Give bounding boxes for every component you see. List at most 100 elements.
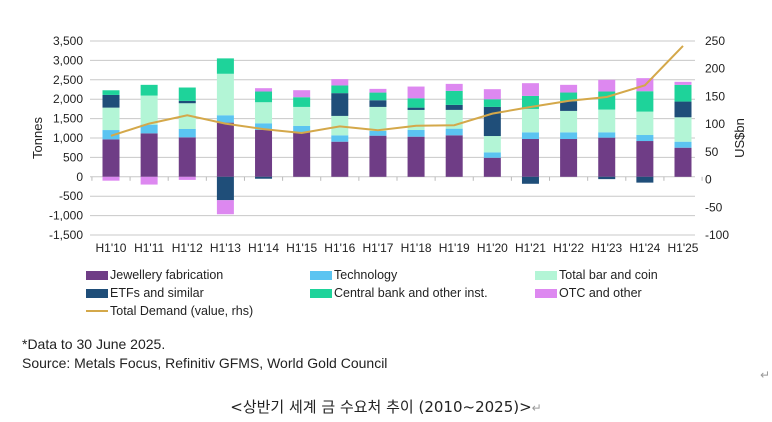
bar-segment <box>483 157 501 177</box>
bar-segment <box>178 137 196 177</box>
bar-segment <box>560 139 578 177</box>
bar-segment <box>293 125 311 133</box>
y-tick-label: 0 <box>76 170 83 184</box>
legend-label: OTC and other <box>559 286 642 300</box>
y-axis-label: Tonnes <box>30 117 45 159</box>
bar-segment <box>293 90 311 98</box>
bar-segment <box>521 176 539 184</box>
x-tick-label: H1'11 <box>134 241 164 255</box>
bar-segment <box>369 92 387 101</box>
legend-swatch <box>535 288 557 298</box>
legend-label: Total Demand (value, rhs) <box>110 304 254 318</box>
y-right-tick-label: 0 <box>705 173 712 187</box>
stacked-bar-chart: 3,5003,0002,5002,0001,5001,0005000-500-1… <box>30 34 747 255</box>
bar-segment <box>674 141 692 148</box>
y-right-axis-label: US$bn <box>732 118 747 158</box>
bar-segment <box>674 117 692 142</box>
bar-segment <box>445 128 463 136</box>
bar-segment <box>560 132 578 140</box>
bar-segment <box>636 91 654 112</box>
bar-segment <box>216 58 234 74</box>
bar-segment <box>293 97 311 107</box>
y-tick-label: 1,000 <box>53 131 83 145</box>
bar-segment <box>369 135 387 177</box>
bar-segment <box>560 101 578 111</box>
caption-text: <상반기 세계 금 수요처 추이 (2010~2025)> <box>230 398 532 416</box>
bar-segment <box>407 130 425 137</box>
bar-segment <box>369 130 387 136</box>
bar-segment <box>216 122 234 177</box>
y-right-tick-label: -100 <box>705 228 729 242</box>
bar-segment <box>178 87 196 101</box>
y-right-tick-label: 100 <box>705 117 725 131</box>
bar-segment <box>445 135 463 177</box>
bar-segment <box>369 88 387 93</box>
legend-swatch <box>86 270 108 280</box>
y-tick-label: -1,500 <box>49 228 83 242</box>
bar-segment <box>255 102 273 124</box>
y-right-tick-label: 150 <box>705 89 725 103</box>
x-tick-label: H1'23 <box>591 241 622 255</box>
legend-etfs: ETFs and similar <box>86 286 204 300</box>
bar-segment <box>521 139 539 177</box>
x-tick-label: H1'14 <box>248 241 279 255</box>
bar-segment <box>255 129 273 177</box>
x-tick-label: H1'15 <box>286 241 317 255</box>
bar-segment <box>216 115 234 123</box>
bar-segment <box>521 132 539 140</box>
bar-segment <box>483 99 501 107</box>
legend-bar-coin: Total bar and coin <box>535 268 658 282</box>
bar-segment <box>598 176 616 180</box>
bar-segment <box>140 95 158 125</box>
legend-swatch <box>86 288 108 298</box>
bar-segment <box>407 136 425 177</box>
x-tick-label: H1'19 <box>439 241 470 255</box>
bar-segment <box>140 124 158 134</box>
bar-segment <box>140 133 158 177</box>
x-tick-label: H1'13 <box>210 241 241 255</box>
x-tick-label: H1'16 <box>324 241 355 255</box>
x-tick-label: H1'25 <box>668 241 699 255</box>
bar-segment <box>216 176 234 201</box>
bar-segment <box>369 106 387 131</box>
bar-segment <box>293 106 311 126</box>
legend-swatch <box>310 270 332 280</box>
bar-segment <box>140 84 158 96</box>
y-right-tick-label: -50 <box>705 200 723 214</box>
data-note: *Data to 30 June 2025. <box>22 336 166 352</box>
bar-segment <box>178 100 196 104</box>
bar-segment <box>560 110 578 133</box>
bar-segment <box>598 137 616 177</box>
bar-segment <box>674 101 692 118</box>
bar-segment <box>178 176 196 180</box>
bar-segment <box>331 79 349 86</box>
bar-segment <box>369 100 387 107</box>
legend-line-swatch <box>86 310 108 312</box>
bar-segment <box>140 176 158 185</box>
legend-otc: OTC and other <box>535 286 642 300</box>
bar-segment <box>445 104 463 110</box>
y-tick-label: -500 <box>59 189 83 203</box>
bar-segment <box>407 86 425 99</box>
y-tick-label: 2,000 <box>53 92 83 106</box>
legend-label: Central bank and other inst. <box>334 286 488 300</box>
x-tick-label: H1'20 <box>477 241 508 255</box>
x-tick-label: H1'18 <box>401 241 432 255</box>
legend-swatch <box>310 288 332 298</box>
bar-segment <box>483 106 501 137</box>
bar-segment <box>674 147 692 177</box>
bar-segment <box>636 141 654 177</box>
bar-segment <box>636 135 654 142</box>
y-right-tick-label: 200 <box>705 62 725 76</box>
bar-segment <box>331 141 349 177</box>
bar-segment <box>521 108 539 133</box>
legend-total-demand: Total Demand (value, rhs) <box>86 304 253 318</box>
bar-segment <box>445 83 463 91</box>
x-tick-label: H1'17 <box>362 241 393 255</box>
bar-segment <box>102 107 120 131</box>
source-note: Source: Metals Focus, Refinitiv GFMS, Wo… <box>22 355 388 371</box>
bar-segment <box>216 200 234 215</box>
bar-segment <box>407 107 425 110</box>
y-tick-label: 3,000 <box>53 53 83 67</box>
paragraph-mark: ↵ <box>531 401 542 415</box>
